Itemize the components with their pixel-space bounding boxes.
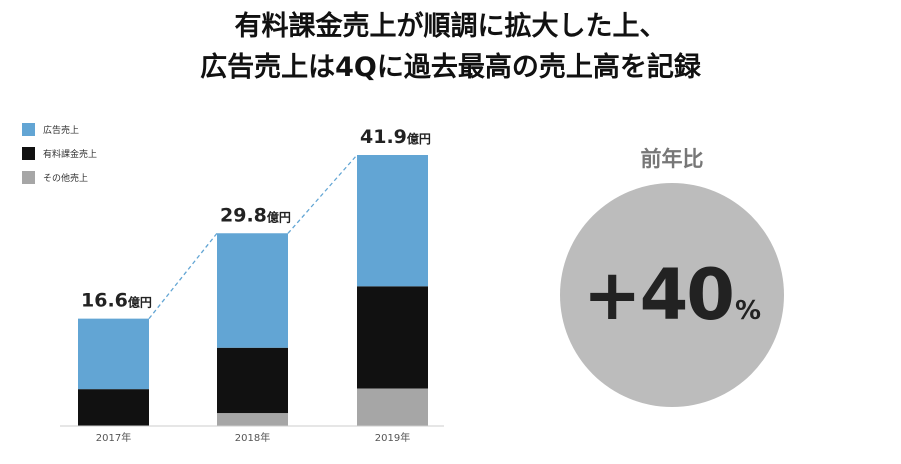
legend-swatch-paid [22, 147, 35, 160]
growth-label: 前年比 [640, 147, 704, 171]
bar-other-2 [217, 413, 288, 426]
headline-line-2: 広告売上は4Qに過去最高の売上高を記録 [200, 52, 701, 83]
total-label-2: 29.8億円 [220, 204, 291, 226]
x-tick-label-1: 2017年 [96, 431, 131, 444]
headline: 有料課金売上が順調に拡大した上、 広告売上は4Qに過去最高の売上高を記録 [0, 6, 901, 88]
bar-ad-3 [357, 155, 428, 287]
x-tick-label-3: 2019年 [375, 431, 410, 444]
chart-bars [78, 155, 428, 426]
headline-line-1: 有料課金売上が順調に拡大した上、 [234, 11, 667, 42]
bar-paid-1 [78, 389, 149, 426]
legend-swatch-ad [22, 123, 35, 136]
trend-line-1 [148, 232, 218, 320]
bar-paid-3 [357, 286, 428, 389]
total-label-3: 41.9億円 [360, 126, 431, 148]
growth-circle: +40% [560, 183, 784, 407]
chart-total-labels: 16.6億円 29.8億円 41.9億円 [81, 126, 431, 312]
legend-label-other: その他売上 [43, 172, 88, 184]
bar-ad-1 [78, 318, 149, 390]
legend-label-ad: 広告売上 [43, 124, 79, 136]
growth-value-number: +40 [582, 254, 735, 336]
trend-line-2 [287, 154, 358, 234]
bar-ad-2 [217, 233, 288, 348]
total-label-1: 16.6億円 [81, 290, 152, 312]
growth-value: +40% [583, 254, 761, 336]
bar-other-3 [357, 388, 428, 426]
legend-swatch-other [22, 171, 35, 184]
bar-paid-2 [217, 347, 288, 414]
growth-value-unit: % [735, 296, 762, 326]
x-tick-label-2: 2018年 [235, 431, 270, 444]
chart-x-axis: 2017年 2018年 2019年 [60, 425, 444, 444]
chart-trend-lines [148, 154, 358, 320]
legend-label-paid: 有料課金売上 [43, 148, 97, 160]
